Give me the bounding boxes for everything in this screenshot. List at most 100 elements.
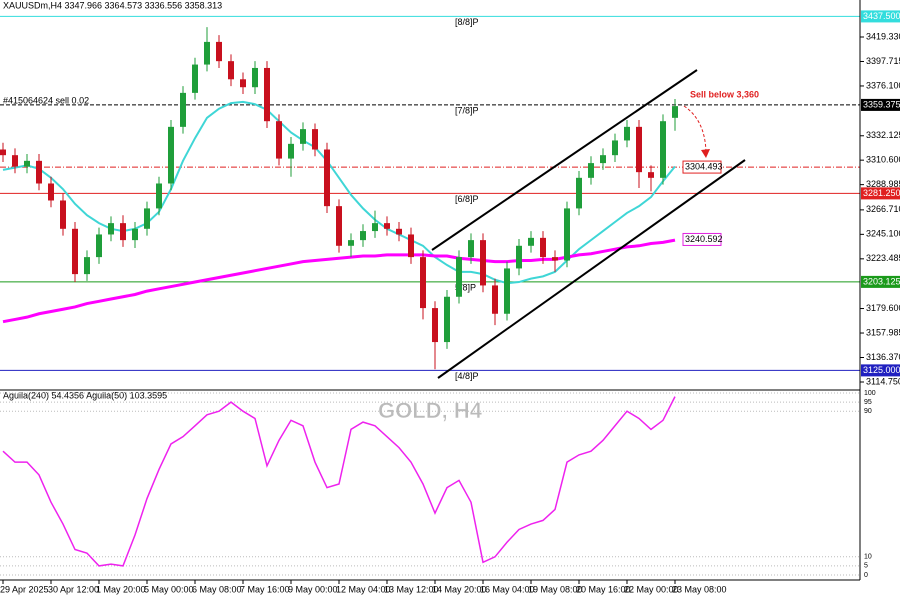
y-tick-label: 3419.330 xyxy=(866,31,900,41)
level-label: [8/8]P xyxy=(455,17,479,27)
y-tick-label: 3332.125 xyxy=(866,130,900,140)
candle-body xyxy=(540,237,546,258)
price-label: 3304.493 xyxy=(685,161,723,171)
level-value: 3203.125 xyxy=(863,276,900,286)
header: XAUUSDm,H4 3347.966 3364.573 3336.556 33… xyxy=(3,0,222,10)
candle-body xyxy=(276,121,282,159)
candle-body xyxy=(468,240,474,258)
moving-average xyxy=(2,100,676,285)
candle-body xyxy=(24,160,30,167)
annotation: Sell below 3,360 xyxy=(690,89,759,99)
candle-body xyxy=(648,172,654,178)
y-tick-label: 3114.750 xyxy=(866,376,900,386)
candle-body xyxy=(264,67,270,122)
candle-body xyxy=(528,237,534,246)
channel-lower xyxy=(437,159,746,379)
y-tick-label: 3376.100 xyxy=(866,80,900,90)
oscillator-line xyxy=(2,396,676,567)
level-box xyxy=(861,275,900,288)
candle-body xyxy=(420,257,426,309)
candle-body xyxy=(600,155,606,164)
y-tick-label: 3310.600 xyxy=(866,155,900,165)
x-tick-label: 6 May 08:00 xyxy=(192,584,242,594)
candle-body xyxy=(492,285,498,314)
price-box xyxy=(682,160,722,174)
candle-body xyxy=(336,206,342,246)
candle-body xyxy=(672,106,678,118)
y-tick-label: 3136.370 xyxy=(866,352,900,362)
candle-body xyxy=(252,67,258,88)
osc-tick-label: 95 xyxy=(864,399,872,406)
level-box xyxy=(861,10,900,23)
candle-body xyxy=(96,234,102,258)
oscillator-title: Aguila(240) 54.4356 Aguila(50) 103.3595 xyxy=(3,390,167,400)
x-tick-label: 14 May 20:00 xyxy=(432,584,487,594)
level-value: 3437.500 xyxy=(863,11,900,21)
candle-body xyxy=(372,223,378,232)
level-box xyxy=(861,187,900,200)
x-tick-label: 22 May 00:00 xyxy=(624,584,679,594)
candle-body xyxy=(348,240,354,246)
level-label: 5/8]P xyxy=(455,282,476,292)
candle-body xyxy=(360,231,366,241)
arrow-head xyxy=(701,149,710,158)
candle-body xyxy=(36,160,42,184)
x-tick-label: 23 May 08:00 xyxy=(672,584,727,594)
osc-tick-label: 5 xyxy=(864,563,868,570)
candle-body xyxy=(12,155,18,167)
osc-tick-label: 100 xyxy=(864,390,876,397)
candle-body xyxy=(576,177,582,209)
candle-body xyxy=(324,149,330,207)
candle-body xyxy=(60,200,66,229)
x-tick-label: 9 May 00:00 xyxy=(288,584,338,594)
osc-tick-label: 10 xyxy=(864,554,872,561)
candle-body xyxy=(504,268,510,314)
candle-body xyxy=(564,208,570,261)
candle-body xyxy=(216,41,222,62)
candle-body xyxy=(48,183,54,201)
y-tick-label: 3288.985 xyxy=(866,179,900,189)
candle-body xyxy=(300,129,306,144)
candle-body xyxy=(192,64,198,93)
candle-body xyxy=(288,143,294,159)
watermark: GOLD, H4 xyxy=(378,398,483,423)
candle-body xyxy=(204,41,210,65)
x-tick-label: 12 May 04:00 xyxy=(336,584,391,594)
level-value: 3125.000 xyxy=(863,365,900,375)
candle-body xyxy=(612,140,618,156)
x-tick-label: 7 May 16:00 xyxy=(240,584,290,594)
price-box xyxy=(682,232,722,246)
candle-body xyxy=(180,92,186,127)
channel-upper xyxy=(431,69,698,251)
candle-body xyxy=(84,257,90,275)
candle-body xyxy=(636,126,642,173)
y-tick-label: 3157.985 xyxy=(866,327,900,337)
x-tick-label: 5 May 00:00 xyxy=(144,584,194,594)
y-tick-label: 3397.715 xyxy=(866,56,900,66)
y-tick-label: 3245.100 xyxy=(866,229,900,239)
candle-body xyxy=(384,223,390,229)
candle-body xyxy=(480,240,486,286)
y-tick-label: 3266.710 xyxy=(866,204,900,214)
x-tick-label: 16 May 04:00 xyxy=(480,584,535,594)
candle-body xyxy=(408,234,414,258)
x-tick-label: 13 May 12:00 xyxy=(384,584,439,594)
osc-tick-label: 0 xyxy=(864,572,868,579)
level-box xyxy=(861,364,900,377)
level-box xyxy=(861,98,900,111)
level-value: 3281.250 xyxy=(863,188,900,198)
candle-body xyxy=(108,223,114,235)
candle-body xyxy=(552,257,558,261)
level-value: 3359.375 xyxy=(863,99,900,109)
order-label: #415064624 sell 0.02 xyxy=(3,95,89,105)
price-label: 3240.592 xyxy=(685,234,723,244)
y-tick-label: 3223.485 xyxy=(866,253,900,263)
moving-average xyxy=(2,238,676,324)
candle-body xyxy=(144,208,150,229)
candle-body xyxy=(156,183,162,209)
candle-body xyxy=(444,296,450,343)
candle-body xyxy=(132,228,138,241)
level-label: [7/8]P xyxy=(455,105,479,115)
